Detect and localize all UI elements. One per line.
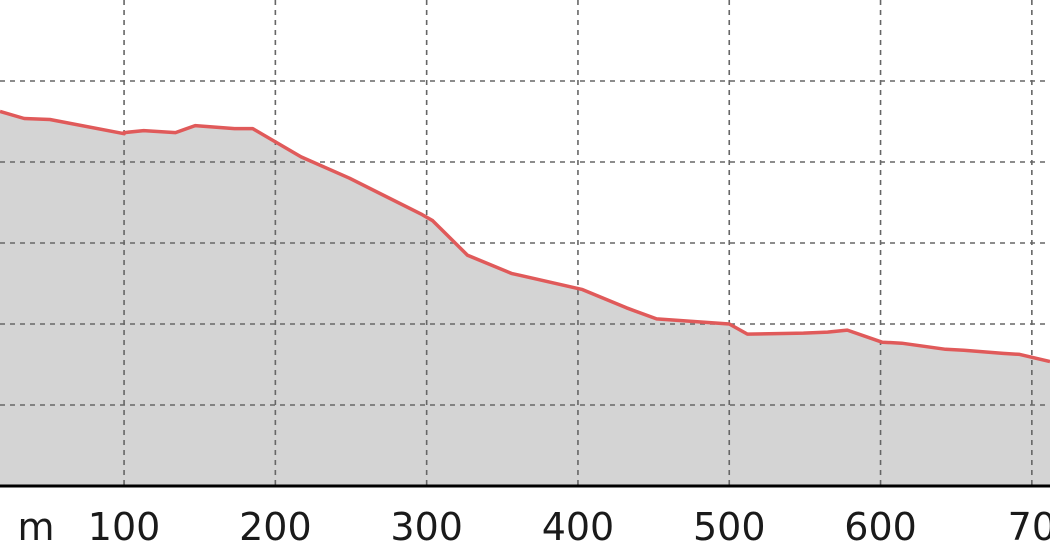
x-tick-label: 600	[844, 505, 917, 549]
x-tick-label: 500	[693, 505, 766, 549]
x-tick-labels: m 100 200 300 400 500 600 70	[17, 505, 1050, 549]
gridlines	[0, 0, 1050, 486]
series-line-layer	[0, 109, 1050, 364]
elevation-area-fill	[0, 111, 1050, 487]
x-tick-label: 400	[542, 505, 615, 549]
x-unit-label: m	[17, 505, 54, 549]
x-tick-label: 70	[1008, 505, 1050, 549]
elevation-line	[0, 109, 1050, 364]
x-tick-label: 300	[390, 505, 463, 549]
area-fill-layer	[0, 111, 1050, 487]
x-tick-label: 100	[88, 505, 161, 549]
x-tick-label: 200	[239, 505, 312, 549]
